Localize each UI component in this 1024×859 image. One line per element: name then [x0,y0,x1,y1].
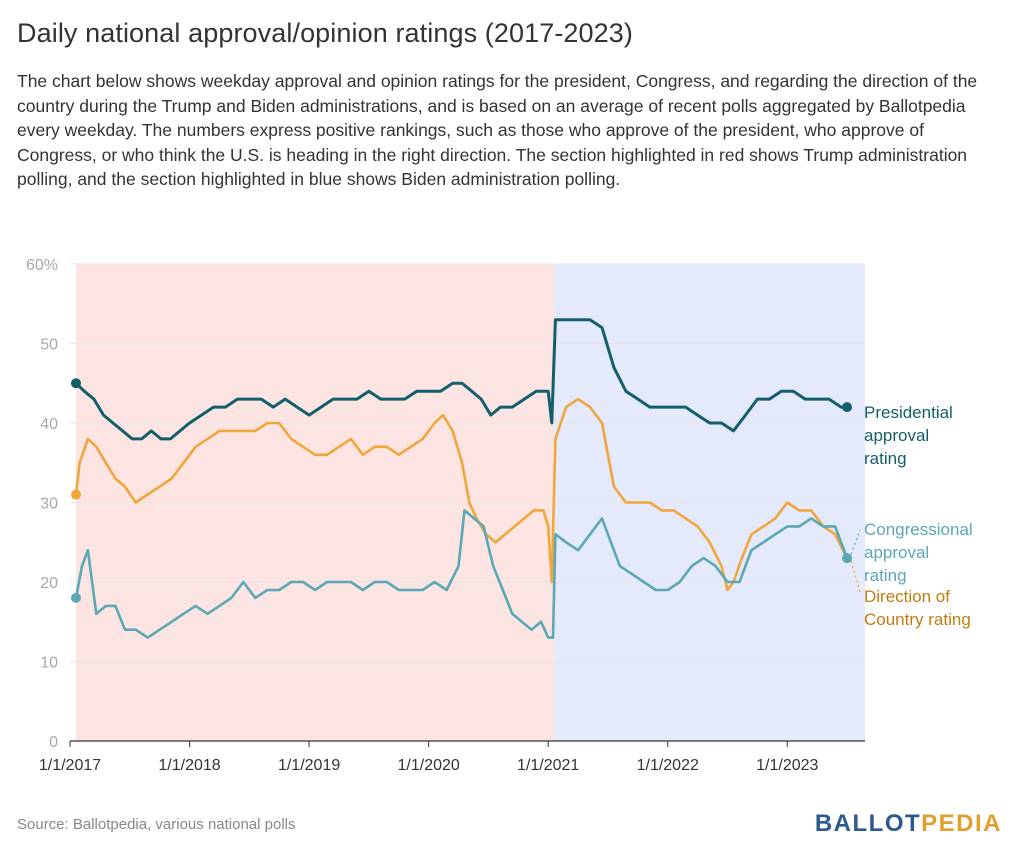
x-tick-label: 1/1/2018 [158,757,220,774]
series-lines [70,318,853,639]
y-tick-label: 30 [40,496,58,513]
congressional-line [74,509,849,639]
y-tick-label: 50 [40,337,58,354]
congressional-label: Congressional [864,520,973,539]
chart-title: Daily national approval/opinion ratings … [17,18,633,48]
y-tick-label: 10 [40,655,58,672]
series-end-point [842,402,853,413]
y-tick-label: 40 [40,416,58,433]
presidential-label: approval [864,426,929,445]
direction-leader [850,560,861,593]
logo-part-pedia: PEDIA [921,810,1002,837]
series-start-point [70,378,81,389]
presidential-label: rating [864,449,907,468]
series-start-point [70,592,81,603]
direction-line [74,397,849,592]
x-tick-label: 1/1/2022 [637,757,699,774]
x-axis: 1/1/2017 1/1/2018 1/1/2019 1/1/2020 1/1/2021… [39,741,819,774]
congressional-label: rating [864,566,907,585]
x-tick-label: 1/1/2017 [39,757,101,774]
presidential-line [74,318,848,441]
y-tick-label: 20 [40,575,58,592]
y-tick-label: 0 [49,734,58,751]
x-tick-label: 1/1/2023 [756,757,818,774]
series-labels: Presidential approval rating Congressional a… [850,403,973,629]
direction-label: Direction of [864,587,950,606]
series-start-point [70,489,81,500]
y-axis: 0 10 20 30 40 50 60% [26,257,58,751]
x-tick-label: 1/1/2019 [278,757,340,774]
x-tick-label: 1/1/2021 [517,757,579,774]
chart-description: The chart below shows weekday approval a… [17,71,978,189]
congressional-leader [850,529,861,555]
presidential-label: Presidential [864,403,953,422]
direction-label: Country rating [864,610,971,629]
series-end-point [842,553,853,564]
y-tick-label: 60% [26,257,58,274]
logo-part-ballot: BALLOT [814,810,922,837]
ballotpedia-logo: BALLOTPEDIA [815,810,1002,838]
source-note: Source: Ballotpedia, various national po… [17,816,296,833]
x-tick-label: 1/1/2020 [398,757,460,774]
congressional-label: approval [864,543,929,562]
